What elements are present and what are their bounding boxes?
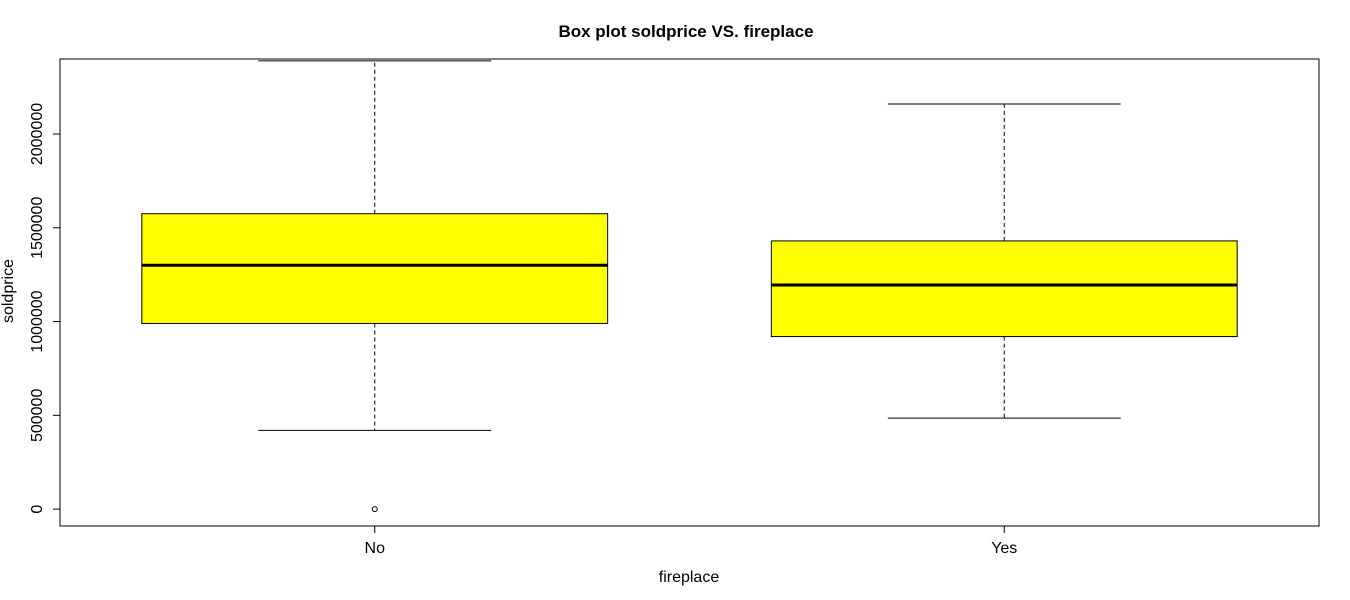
y-tick-label: 1000000 xyxy=(29,290,46,352)
x-axis-label: fireplace xyxy=(659,569,720,586)
x-tick-label: Yes xyxy=(991,540,1017,557)
y-tick-label: 500000 xyxy=(29,389,46,442)
x-tick-label: No xyxy=(365,540,386,557)
y-tick-label: 2000000 xyxy=(29,103,46,165)
y-tick-label: 0 xyxy=(29,505,46,514)
y-axis: 0 500000 1000000 1500000 2000000 xyxy=(29,103,61,514)
x-axis: No Yes xyxy=(365,525,1017,557)
box-yes xyxy=(770,103,1238,419)
outlier-point xyxy=(371,506,378,513)
chart-title: Box plot soldprice VS. fireplace xyxy=(558,22,813,41)
y-tick-label: 1500000 xyxy=(29,197,46,259)
box-iqr xyxy=(770,240,1238,338)
y-axis-label: soldprice xyxy=(0,259,17,323)
box-iqr xyxy=(141,213,609,324)
box-no xyxy=(141,60,609,513)
boxes-group xyxy=(141,60,1238,513)
